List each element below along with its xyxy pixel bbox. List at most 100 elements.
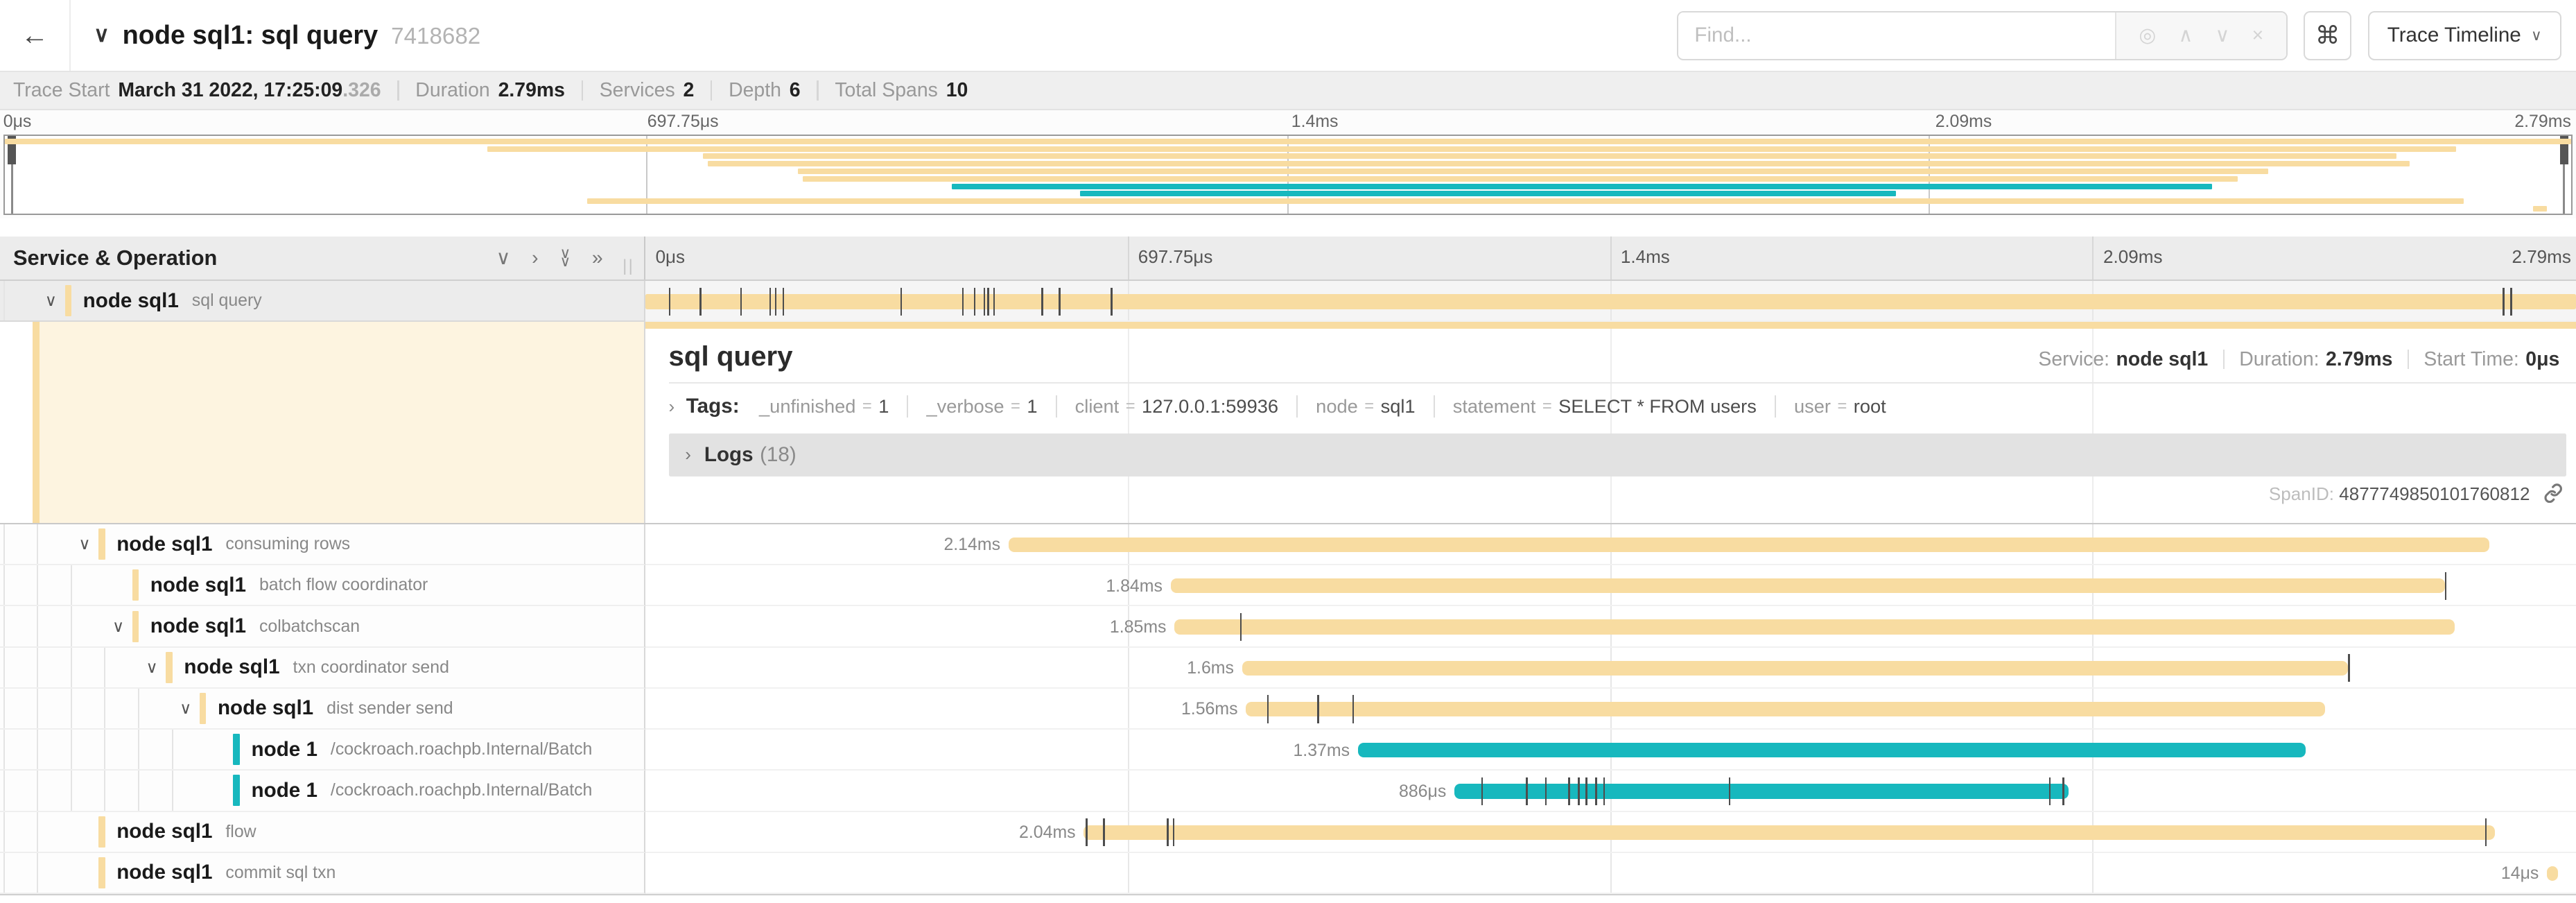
service-value: node sql1: [2116, 347, 2209, 370]
minimap-span-bar: [1080, 191, 1897, 197]
expander-chevron-icon[interactable]: ∨: [146, 658, 158, 677]
span-operation-name: colbatchscan: [259, 616, 360, 636]
expand-all-icon[interactable]: »: [591, 247, 603, 269]
view-options-button[interactable]: Trace Timeline ∨: [2367, 10, 2561, 60]
next-match-icon[interactable]: ∨: [2215, 24, 2230, 47]
tag-item: client = 127.0.0.1:59936: [1075, 395, 1298, 418]
span-duration-label: 2.04ms: [1019, 822, 1076, 842]
tag-equals: =: [1125, 397, 1135, 415]
span-tree-item[interactable]: ∨ node sql1 dist sender send: [0, 688, 646, 730]
tag-value: 127.0.0.1:59936: [1142, 395, 1279, 418]
span-service-name: node sql1: [150, 614, 246, 638]
minimap-span-bar: [803, 175, 2238, 182]
tags-row[interactable]: › Tags: _unfinished = 1 _verbose = 1 client = 12…: [645, 384, 2576, 429]
span-tree-item[interactable]: node 1/cockroach.roachpb.Internal/Batch: [0, 730, 646, 771]
collapse-all-icon[interactable]: ∨ ∨: [559, 245, 571, 270]
span-bar-cell[interactable]: 1.6ms: [645, 647, 2576, 689]
column-resize-handle[interactable]: ||: [623, 257, 635, 276]
minimap-right-scrubber[interactable]: [2559, 136, 2568, 214]
span-bar-cell[interactable]: 1.37ms: [645, 730, 2576, 771]
span-bar-cell[interactable]: 1.85ms: [645, 606, 2576, 648]
span-tree-item[interactable]: node sql1 batch flow coordinator: [0, 565, 646, 607]
indent-guide: [3, 524, 37, 565]
span-detail-titlebar: sql query Service: node sql1 Duration: 2…: [645, 329, 2576, 382]
timeline-tick-label: 697.75μs: [647, 112, 719, 132]
span-bar-cell[interactable]: 1.84ms: [645, 565, 2576, 607]
logs-row[interactable]: › Logs (18): [668, 433, 2566, 477]
log-marker-tick: [1545, 777, 1547, 806]
span-row: node 1/cockroach.roachpb.Internal/Batch 1…: [0, 730, 2576, 771]
tags-list: _unfinished = 1 _verbose = 1 client = 127.0.0.1:…: [759, 395, 1922, 418]
copy-link-icon[interactable]: [2543, 483, 2563, 503]
minimap-canvas[interactable]: [3, 135, 2573, 216]
span-bar[interactable]: [1084, 825, 2496, 840]
tag-equals: =: [862, 397, 872, 415]
span-bar[interactable]: [1242, 660, 2349, 676]
minimap-span-bar: [797, 168, 2269, 175]
expander-chevron-icon[interactable]: ∨: [112, 617, 125, 636]
span-bar-cell[interactable]: 886μs: [645, 771, 2576, 812]
trace-title-group[interactable]: ∨ node sql1: sql query 7418682: [71, 21, 480, 51]
find-group: ◎ ∧ ∨ ×: [1676, 10, 2288, 60]
tag-key: node: [1316, 395, 1358, 418]
expand-one-icon[interactable]: ›: [532, 247, 539, 269]
expander-chevron-icon[interactable]: ∨: [44, 292, 58, 311]
trace-summary-item: Services 2: [600, 79, 695, 102]
span-tree-item[interactable]: ∨ node sql1 txn coordinator send: [0, 647, 646, 689]
span-bar[interactable]: [1246, 701, 2325, 717]
log-marker-tick: [973, 287, 976, 316]
span-tree-item[interactable]: node sql1 commit sql txn: [0, 852, 646, 895]
span-bar[interactable]: [1008, 537, 2489, 553]
indent-guide: [3, 730, 37, 770]
expander-chevron-icon[interactable]: ∨: [78, 535, 91, 554]
minimap-left-scrubber[interactable]: [8, 136, 17, 214]
prev-match-icon[interactable]: ∧: [2178, 24, 2193, 47]
timeline-ruler: 0μs 697.75μs 1.4ms 2.09ms 2.79ms: [645, 237, 2576, 280]
summary-label: Total Spans: [835, 79, 938, 102]
page-title: node sql1: sql query: [122, 20, 378, 50]
locate-icon[interactable]: ◎: [2139, 24, 2157, 47]
find-input[interactable]: [1678, 12, 2116, 59]
span-bar[interactable]: [1357, 743, 2306, 758]
span-tree-item[interactable]: ∨ node sql1 consuming rows: [0, 524, 646, 566]
span-bar-cell[interactable]: 1.56ms: [645, 688, 2576, 730]
span-tree-item[interactable]: node sql1 flow: [0, 811, 646, 853]
page-header: ← ∨ node sql1: sql query 7418682 ◎ ∧ ∨ ×…: [0, 0, 2576, 73]
span-service-name: node sql1: [184, 655, 280, 679]
span-service-name: node sql1: [116, 532, 213, 556]
minimap-span-bar: [487, 146, 2456, 152]
keyboard-shortcuts-button[interactable]: ⌘: [2304, 10, 2351, 60]
span-id-value: 4877749850101760812: [2339, 483, 2530, 504]
span-tree-item[interactable]: node 1/cockroach.roachpb.Internal/Batch: [0, 771, 646, 812]
span-tree-item[interactable]: ∨ node sql1 sql query: [0, 281, 646, 322]
tag-equals: =: [1011, 397, 1020, 415]
log-marker-tick: [1059, 287, 1061, 316]
span-tree-item[interactable]: ∨ node sql1 colbatchscan: [0, 606, 646, 648]
back-button[interactable]: ←: [0, 0, 71, 71]
minimap-ruler: 0μs 697.75μs 1.4ms 2.09ms 2.79ms: [0, 110, 2576, 135]
span-id-row: SpanID: 4877749850101760812: [645, 476, 2576, 504]
span-bar[interactable]: [2547, 866, 2558, 882]
span-bar[interactable]: [1170, 578, 2445, 594]
span-bar[interactable]: [1174, 619, 2455, 635]
expander-chevron-icon[interactable]: ∨: [180, 699, 192, 718]
log-marker-tick: [1267, 695, 1269, 723]
summary-label: Duration: [415, 79, 490, 102]
summary-label: Depth: [729, 79, 781, 102]
timeline-tick-label: 2.09ms: [2103, 246, 2163, 268]
log-marker-tick: [2485, 818, 2487, 847]
clear-search-icon[interactable]: ×: [2252, 24, 2264, 46]
span-bar-cell[interactable]: 2.14ms: [645, 524, 2576, 566]
span-bar-cell[interactable]: 2.04ms: [645, 811, 2576, 853]
span-bar[interactable]: [1454, 784, 2069, 799]
span-bar-cell[interactable]: 14μs: [645, 852, 2576, 895]
tag-key: _verbose: [926, 395, 1004, 418]
span-bar-cell[interactable]: [645, 281, 2576, 322]
indent-guide: [104, 647, 138, 687]
log-marker-tick: [769, 287, 771, 316]
span-bar[interactable]: [645, 294, 2576, 309]
span-row: ∨ node sql1 consuming rows 2.14ms: [0, 524, 2576, 566]
summary-label: Trace Start: [12, 79, 110, 102]
collapse-one-icon[interactable]: ∨: [496, 247, 511, 269]
